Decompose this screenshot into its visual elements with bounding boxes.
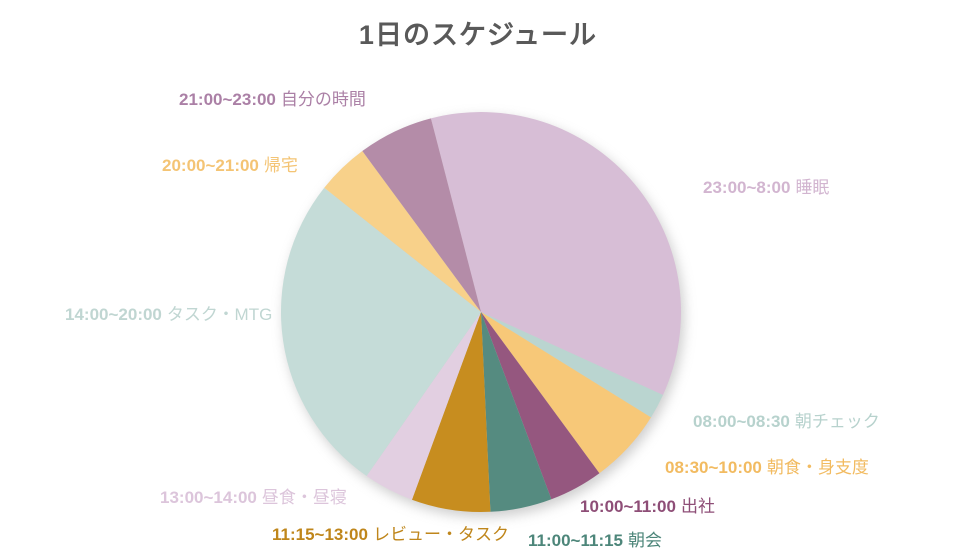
pie-slice-lunch-nap (366, 312, 481, 500)
label-sleep-time: 23:00~8:00 (703, 178, 791, 197)
chart-title: 1日のスケジュール (358, 20, 598, 50)
pie-slice-commute (481, 312, 600, 500)
label-go-home: 20:00~21:00 帰宅 (162, 154, 298, 178)
pie-slice-breakfast-prep (481, 312, 651, 474)
label-go-home-time: 20:00~21:00 (162, 156, 259, 175)
label-breakfast-prep: 08:30~10:00 朝食・身支度 (665, 456, 869, 480)
label-morning-check: 08:00~08:30 朝チェック (693, 410, 880, 434)
label-sleep: 23:00~8:00 睡眠 (703, 176, 829, 200)
pie-slice-sleep (430, 111, 681, 395)
label-commute-name: 出社 (680, 497, 715, 516)
pie-slice-review-tasks (411, 312, 491, 513)
label-breakfast-prep-time: 08:30~10:00 (665, 458, 762, 477)
label-go-home-name: 帰宅 (263, 156, 298, 175)
label-review-tasks: 11:15~13:00 レビュー・タスク (272, 523, 509, 547)
label-tasks-mtg-time: 14:00~20:00 (65, 305, 162, 324)
label-sleep-name: 睡眠 (795, 178, 830, 197)
label-lunch-nap-time: 13:00~14:00 (160, 488, 257, 507)
label-review-tasks-time: 11:15~13:00 (272, 525, 368, 544)
label-morning-meeting: 11:00~11:15 朝会 (528, 529, 662, 553)
pie-slice-me-time (362, 118, 481, 313)
label-tasks-mtg: 14:00~20:00 タスク・MTG (65, 303, 272, 327)
pie-slice-morning-meeting (481, 312, 552, 512)
label-breakfast-prep-name: 朝食・身支度 (766, 458, 869, 477)
pie-slice-morning-check (481, 312, 663, 418)
label-lunch-nap: 13:00~14:00 昼食・昼寝 (160, 486, 347, 510)
label-commute: 10:00~11:00 出社 (580, 495, 715, 519)
label-lunch-nap-name: 昼食・昼寝 (261, 488, 347, 507)
label-morning-check-time: 08:00~08:30 (693, 412, 790, 431)
label-me-time-name: 自分の時間 (280, 90, 366, 109)
label-me-time: 21:00~23:00 自分の時間 (179, 88, 366, 112)
pie-slice-tasks-mtg (280, 187, 481, 477)
label-tasks-mtg-name: タスク・MTG (166, 305, 273, 324)
pie-slice-go-home (324, 151, 481, 312)
label-morning-check-name: 朝チェック (794, 412, 880, 431)
label-review-tasks-name: レビュー・タスク (372, 525, 509, 544)
label-morning-meeting-time: 11:00~11:15 (528, 531, 624, 550)
label-me-time-time: 21:00~23:00 (179, 90, 276, 109)
label-commute-time: 10:00~11:00 (580, 497, 676, 516)
label-morning-meeting-name: 朝会 (628, 531, 663, 550)
